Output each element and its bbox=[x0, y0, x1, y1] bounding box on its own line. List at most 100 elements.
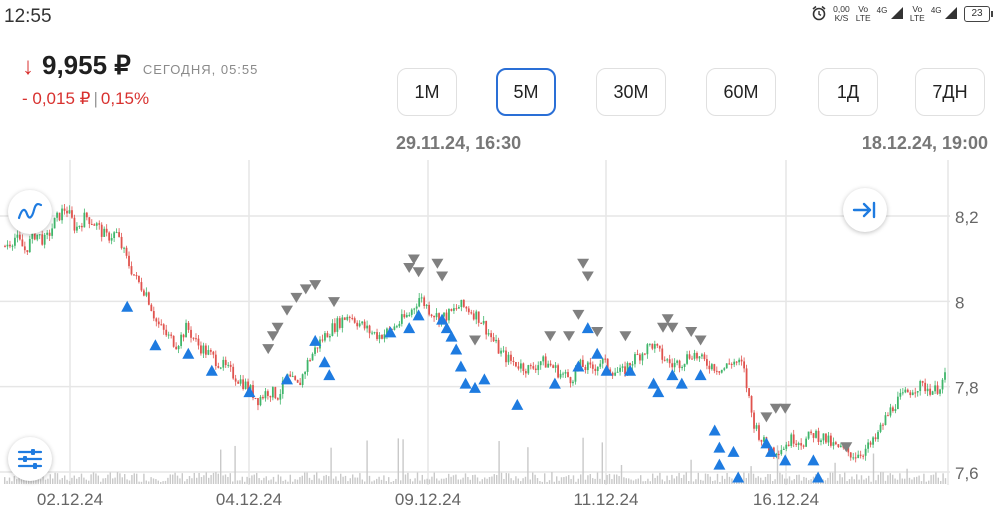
buy-marker bbox=[727, 445, 740, 457]
candle-body bbox=[495, 339, 497, 342]
candle-body bbox=[309, 360, 311, 362]
candle-body bbox=[825, 433, 827, 443]
volume-bar bbox=[354, 477, 356, 484]
volume-bar bbox=[64, 475, 66, 484]
volume-bar bbox=[421, 474, 423, 484]
candle-body bbox=[671, 363, 674, 368]
volume-bar bbox=[800, 480, 803, 484]
candle-body bbox=[128, 255, 130, 267]
volume-bar bbox=[788, 476, 791, 484]
volume-bar bbox=[731, 478, 733, 484]
volume-bar bbox=[236, 480, 239, 484]
candle-body bbox=[492, 337, 495, 342]
volume-bar bbox=[35, 480, 37, 484]
candle-body bbox=[864, 448, 867, 456]
candle-body bbox=[792, 434, 795, 444]
volume-bar bbox=[210, 474, 212, 484]
volume-bar bbox=[640, 475, 642, 484]
candle-body bbox=[346, 316, 349, 320]
volume-bar bbox=[762, 480, 764, 484]
volume-bar bbox=[407, 472, 409, 484]
candle-body bbox=[537, 365, 540, 371]
buy-marker bbox=[581, 322, 594, 334]
volume-bar bbox=[918, 475, 920, 484]
candle-body bbox=[572, 381, 574, 384]
volume-bar bbox=[181, 473, 183, 484]
volume-bar bbox=[253, 474, 255, 484]
candle-body bbox=[224, 359, 227, 366]
settings-button[interactable] bbox=[8, 437, 52, 481]
volume-bar bbox=[344, 475, 347, 484]
sell-marker bbox=[262, 344, 275, 355]
candle-body bbox=[222, 359, 225, 368]
volume-bar bbox=[198, 473, 200, 484]
volume-bar bbox=[546, 481, 548, 484]
buy-marker bbox=[548, 377, 561, 389]
candle-body bbox=[497, 339, 500, 354]
volume-bar bbox=[486, 478, 488, 484]
candle-body bbox=[123, 247, 125, 249]
volume-bar bbox=[889, 473, 891, 484]
volume-bar bbox=[844, 472, 846, 484]
candle-body bbox=[276, 398, 279, 400]
candle-body bbox=[73, 217, 76, 231]
volume-bar bbox=[174, 472, 176, 484]
timeframe-1m[interactable]: 1M bbox=[397, 68, 457, 116]
volume-bar bbox=[724, 478, 726, 484]
candle-body bbox=[874, 437, 877, 440]
candle-body bbox=[914, 392, 917, 394]
timeframe-5m[interactable]: 5M bbox=[496, 68, 556, 116]
candle-body bbox=[482, 320, 485, 324]
volume-bar bbox=[268, 480, 270, 484]
volume-bar bbox=[352, 474, 354, 484]
candle-body bbox=[817, 430, 820, 442]
timeframe-60m[interactable]: 60M bbox=[706, 68, 776, 116]
candle-body bbox=[28, 238, 31, 253]
candle-body bbox=[348, 316, 351, 318]
candle-body bbox=[487, 333, 490, 335]
volume-bar bbox=[44, 479, 47, 484]
candle-body bbox=[71, 210, 73, 218]
volume-bar bbox=[769, 474, 771, 484]
candle-body bbox=[257, 398, 259, 406]
candle-body bbox=[457, 307, 460, 309]
indicator-button[interactable] bbox=[8, 190, 52, 234]
volume-bar bbox=[368, 475, 371, 484]
volume-bar bbox=[241, 476, 243, 484]
candle-body bbox=[150, 304, 153, 312]
volume-bar bbox=[263, 477, 265, 484]
volume-bar bbox=[220, 449, 222, 484]
sliders-icon bbox=[17, 449, 43, 469]
candle-body bbox=[145, 292, 148, 296]
x-tick-label: 09.12.24 bbox=[395, 490, 461, 509]
quote-header: ↓ 9,955 ₽ СЕГОДНЯ, 05:55 - 0,015 ₽ | 0,15% bbox=[22, 50, 258, 109]
buy-marker bbox=[149, 339, 162, 351]
sell-marker bbox=[657, 322, 669, 333]
timeframe-30m[interactable]: 30M bbox=[596, 68, 666, 116]
volume-bar bbox=[748, 473, 750, 484]
candle-body bbox=[80, 225, 83, 228]
candle-body bbox=[48, 232, 51, 236]
volume-bar bbox=[340, 473, 342, 484]
jump-to-end-button[interactable] bbox=[843, 188, 887, 232]
sell-marker bbox=[685, 327, 698, 337]
volume-bar bbox=[330, 447, 332, 484]
volume-bar bbox=[251, 475, 253, 484]
timeframe-1d[interactable]: 1Д bbox=[818, 68, 878, 116]
price-chart[interactable]: 8,2 8 7,8 7,6 02.12.24 04.12.24 09.12.24 11.12.… bbox=[0, 150, 1000, 512]
volume-bar bbox=[810, 479, 812, 484]
volume-bar bbox=[544, 473, 546, 484]
timeframe-7d[interactable]: 7ДН bbox=[915, 68, 985, 116]
candle-body bbox=[118, 232, 120, 237]
candle-body bbox=[376, 332, 378, 340]
volume-bar bbox=[318, 478, 320, 484]
volume-bar bbox=[740, 481, 743, 484]
buy-marker bbox=[309, 334, 322, 346]
volume-bar bbox=[743, 472, 745, 484]
candle-body bbox=[279, 393, 282, 400]
volume-bar bbox=[707, 473, 709, 484]
volume-bar bbox=[647, 478, 649, 484]
candle-body bbox=[554, 365, 557, 368]
volume-bar bbox=[654, 477, 656, 484]
candle-body bbox=[604, 358, 607, 360]
